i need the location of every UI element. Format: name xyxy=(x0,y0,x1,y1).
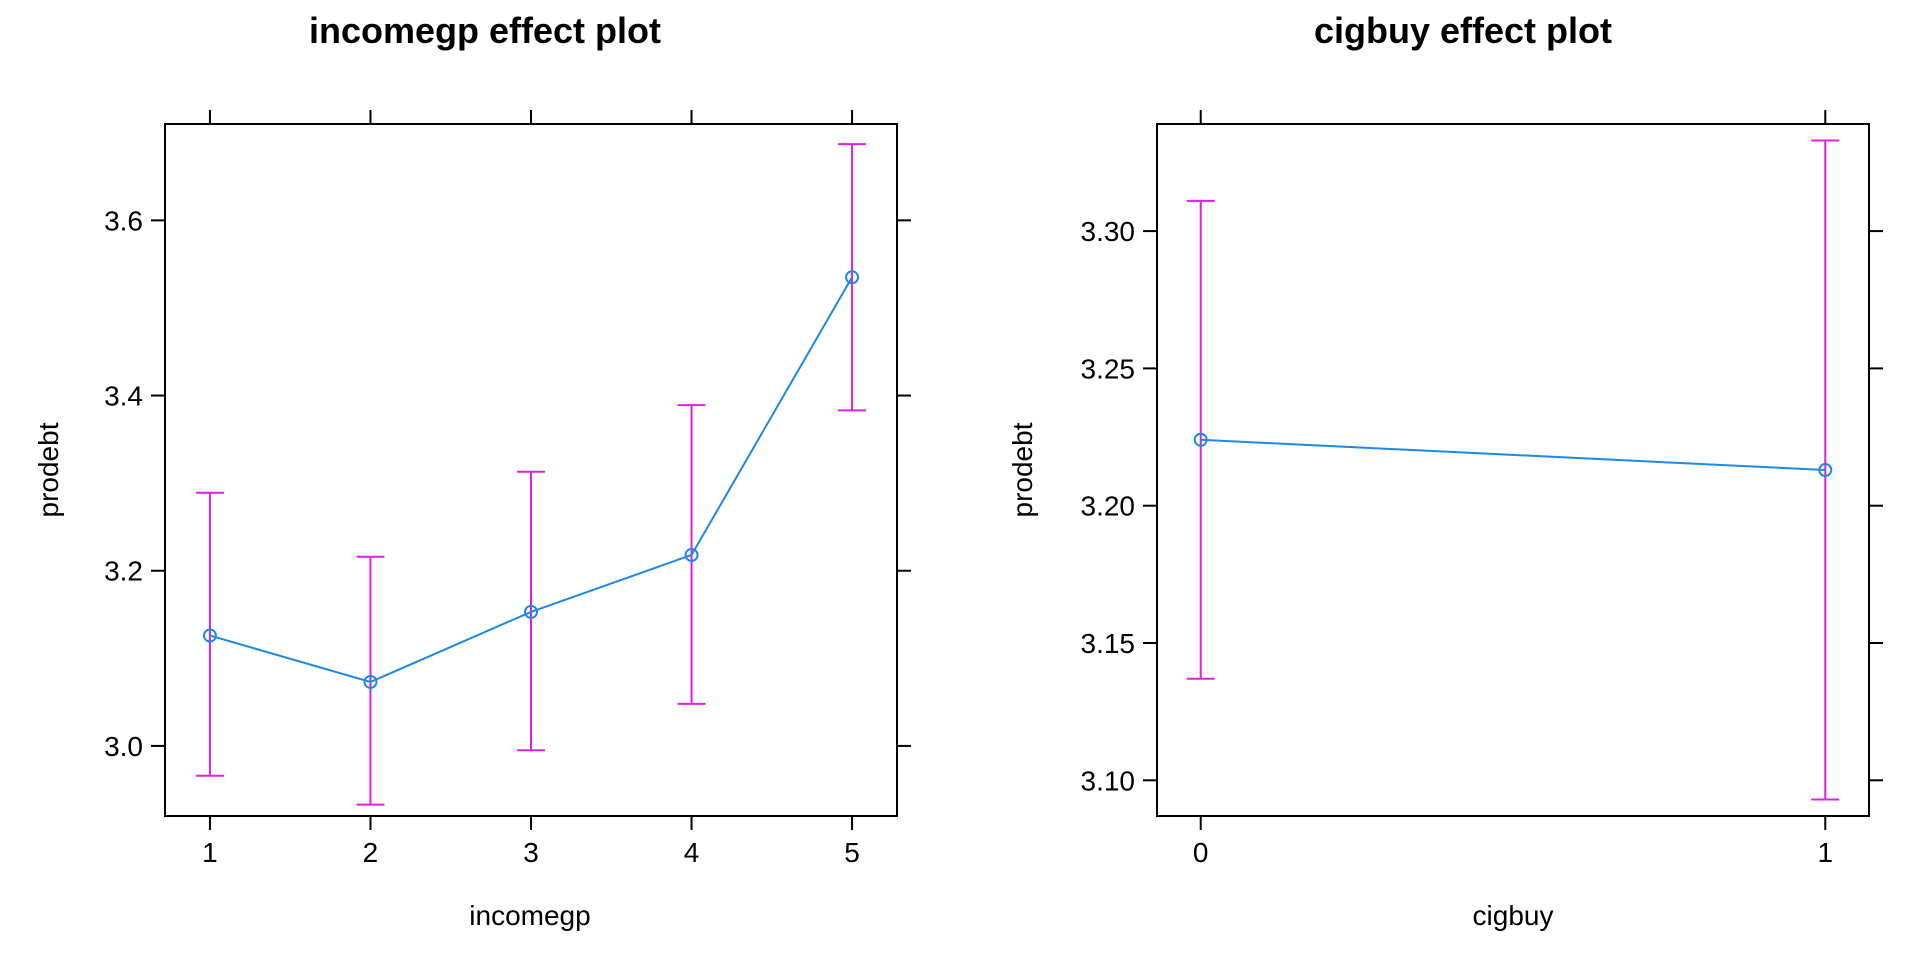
x-tick-label: 5 xyxy=(844,837,860,868)
y-tick-label: 3.2 xyxy=(104,556,143,587)
chart-title: incomegp effect plot xyxy=(309,10,661,51)
x-axis-title: cigbuy xyxy=(1473,900,1554,931)
x-tick-label: 0 xyxy=(1193,837,1209,868)
plot-frame xyxy=(1156,123,1870,817)
effect-point xyxy=(524,604,538,619)
y-tick-label: 3.20 xyxy=(1081,491,1136,522)
y-axis-title: prodebt xyxy=(33,422,64,517)
effect-point xyxy=(684,547,699,562)
x-tick-label: 1 xyxy=(202,837,218,868)
x-tick-label: 2 xyxy=(363,837,379,868)
x-axis-title: incomegp xyxy=(469,900,590,931)
chart-title: cigbuy effect plot xyxy=(1314,10,1612,51)
y-tick-label: 3.10 xyxy=(1081,765,1136,796)
effect-point xyxy=(1193,432,1208,447)
effect-point xyxy=(1818,463,1833,477)
cigbuy-effect-panel: cigbuy effect plot 0 1 3.10 3.15 3.20 3.25 3.30… xyxy=(1007,10,1883,931)
effect-line xyxy=(1200,438,1826,471)
y-tick-label: 3.25 xyxy=(1081,353,1136,384)
incomegp-effect-panel: incomegp effect plot 1 2 3 4 5 3.0 3.2 3.4 3.6 inc… xyxy=(33,10,911,931)
y-axis-title: prodebt xyxy=(1007,422,1038,517)
effect-point xyxy=(202,628,217,643)
y-tick-label: 3.15 xyxy=(1081,628,1136,659)
x-tick-label: 4 xyxy=(684,837,700,868)
x-tick-label: 1 xyxy=(1817,837,1833,868)
y-tick-label: 3.6 xyxy=(104,205,143,236)
y-tick-label: 3.0 xyxy=(104,731,143,762)
effect-point xyxy=(363,674,378,689)
y-tick-label: 3.4 xyxy=(104,381,143,412)
y-tick-label: 3.30 xyxy=(1081,216,1136,247)
x-tick-label: 3 xyxy=(523,837,539,868)
effect-line xyxy=(209,276,853,684)
effect-point xyxy=(845,270,860,285)
